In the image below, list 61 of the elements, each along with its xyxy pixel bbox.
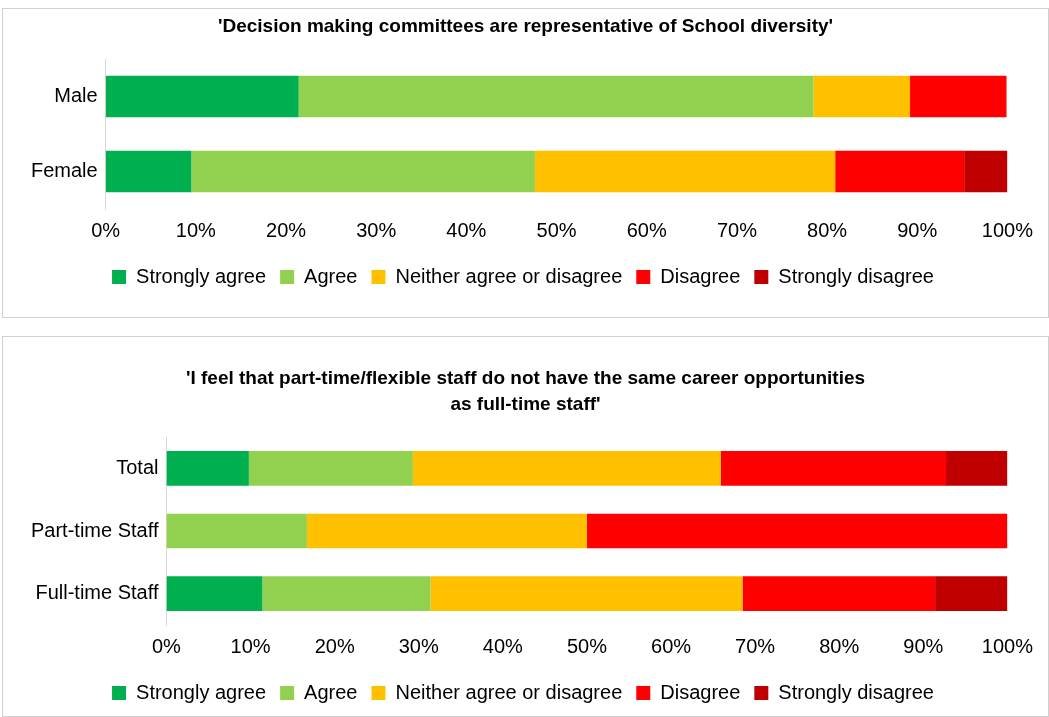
bar	[813, 75, 911, 118]
bar	[248, 451, 413, 486]
bar	[742, 576, 936, 611]
x-tick-label: 80%	[819, 634, 860, 657]
chart-title: 'I feel that part-time/flexible staff do not have the same career opportunities as full-time staff'	[185, 366, 866, 416]
bar	[835, 150, 965, 193]
legend-label: Disagree	[660, 680, 741, 703]
bar	[946, 451, 1008, 486]
bar	[166, 513, 307, 549]
legend-label: Agree	[304, 264, 358, 287]
legend-label: Strongly agree	[136, 264, 267, 287]
y-tick-label: Total	[116, 455, 159, 478]
x-tick-label: 50%	[566, 634, 608, 657]
bar	[105, 75, 299, 118]
bar	[935, 576, 1008, 611]
x-tick-label: 60%	[651, 634, 692, 657]
x-tick-label: 0%	[152, 634, 182, 657]
legend-label: Strongly disagree	[778, 680, 934, 703]
legend-label: Strongly disagree	[778, 264, 934, 287]
x-tick-label: 90%	[897, 218, 938, 241]
legend-label: Neither agree or disagree	[395, 680, 623, 703]
bar	[910, 75, 1007, 118]
bar	[720, 451, 947, 486]
bar	[166, 576, 263, 611]
x-tick-label: 20%	[266, 218, 307, 241]
bar	[430, 576, 743, 611]
x-tick-label: 30%	[356, 218, 397, 241]
y-tick-label: Female	[30, 159, 98, 182]
x-tick-label: 0%	[91, 218, 121, 241]
y-tick-label: Full-time Staff	[35, 581, 159, 604]
bar	[412, 451, 721, 486]
x-tick-label: 50%	[536, 218, 577, 241]
x-tick-label: 70%	[716, 218, 758, 241]
bar	[534, 150, 836, 193]
x-tick-label: 100%	[981, 634, 1034, 657]
bar	[105, 150, 192, 193]
x-tick-label: 90%	[903, 634, 944, 657]
legend-label: Agree	[304, 680, 358, 703]
x-tick-label: 80%	[807, 218, 848, 241]
x-tick-label: 30%	[398, 634, 439, 657]
x-tick-label: 10%	[230, 634, 271, 657]
bar	[298, 75, 814, 118]
x-tick-label: 40%	[482, 634, 524, 657]
bar	[262, 576, 431, 611]
x-tick-label: 60%	[626, 218, 667, 241]
y-tick-label: Part-time Staff	[31, 518, 159, 541]
legend-label: Disagree	[660, 264, 741, 287]
bar	[964, 150, 1008, 193]
x-tick-label: 10%	[175, 218, 217, 241]
x-tick-label: 40%	[446, 218, 487, 241]
bar	[586, 513, 1008, 549]
y-tick-label: Male	[54, 84, 98, 107]
bar	[191, 150, 535, 193]
x-tick-label: 20%	[314, 634, 355, 657]
bar	[166, 451, 249, 486]
chart-title: 'Decision making committees are representative of School diversity'	[216, 14, 835, 38]
x-tick-label: 70%	[735, 634, 776, 657]
x-tick-label: 100%	[981, 218, 1034, 241]
bar	[306, 513, 587, 549]
legend-label: Strongly agree	[136, 680, 267, 703]
legend-label: Neither agree or disagree	[395, 264, 623, 287]
